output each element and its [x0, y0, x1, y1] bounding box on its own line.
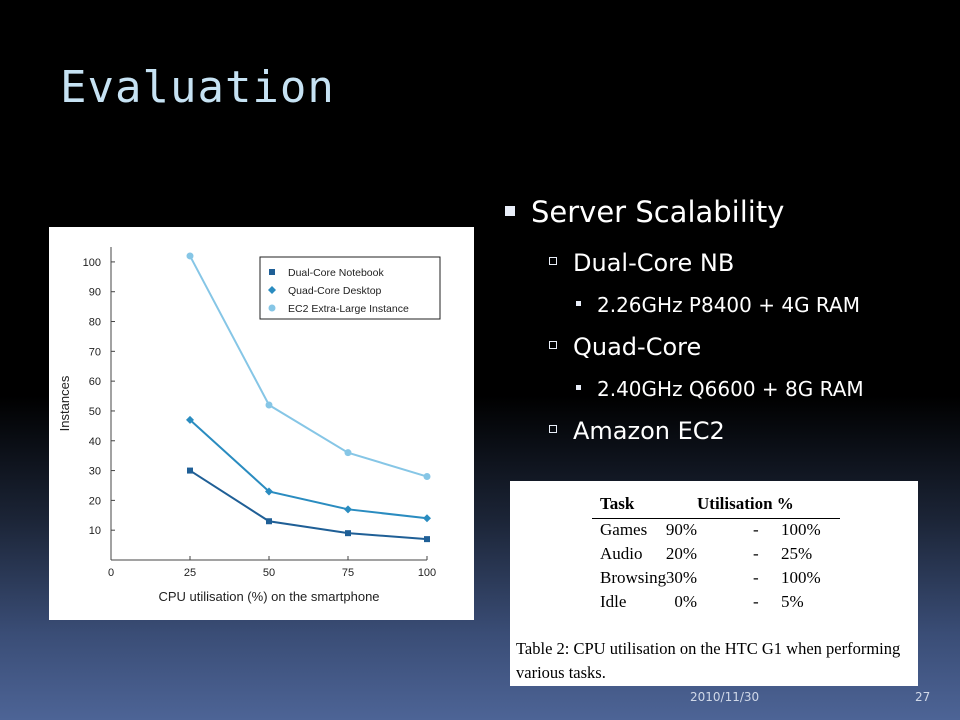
table-cell-low: 20%: [665, 544, 697, 563]
y-tick-label: 100: [83, 257, 101, 269]
utilisation-table-figure: Task Utilisation % Games 90% - 100% Audi…: [510, 481, 918, 686]
table-header-task: Task: [600, 494, 635, 513]
bullet-square-marker: [505, 206, 515, 216]
table-cell-task: Audio: [600, 544, 643, 563]
bullet-l3-1-text: 2.26GHz P8400 + 4G RAM: [597, 293, 860, 317]
x-tick-label: 0: [108, 567, 114, 579]
table-header-utilisation: Utilisation %: [697, 494, 794, 513]
x-tick-label: 100: [418, 567, 436, 579]
data-point-series-3: [265, 401, 273, 409]
legend-label-2: Quad-Core Desktop: [288, 285, 382, 297]
data-point-series-3: [423, 473, 431, 481]
y-axis-label: Instances: [57, 375, 72, 431]
legend-label-3: EC2 Extra-Large Instance: [288, 303, 409, 315]
bullet-hollow-square-marker: [549, 425, 557, 433]
table-caption: Table 2: CPU utilisation on the HTC G1 w…: [516, 639, 901, 682]
footer-date: 2010/11/30: [690, 690, 760, 704]
y-tick-label: 20: [89, 495, 101, 507]
bullet-l1-text: Server Scalability: [531, 195, 785, 229]
table-cell-high: 5%: [781, 592, 804, 611]
table-cell-low: 30%: [665, 568, 697, 587]
y-tick-label: 40: [89, 436, 101, 448]
table-cell-low: 90%: [665, 520, 697, 539]
data-point-series-2: [186, 415, 194, 424]
bullet-quad-core: Quad-Core: [549, 333, 701, 361]
bullet-hollow-square-marker: [549, 341, 557, 349]
series-line-2: [189, 419, 428, 520]
bullet-l2-3-text: Amazon EC2: [573, 417, 725, 445]
bullet-quad-core-spec: 2.40GHz Q6600 + 8G RAM: [576, 377, 864, 401]
table-cell-dash: -: [753, 568, 759, 587]
legend-label-1: Dual-Core Notebook: [288, 267, 384, 279]
table-cell-dash: -: [753, 520, 759, 539]
bullet-l2-1-text: Dual-Core NB: [573, 249, 735, 277]
y-tick-label: 50: [89, 406, 101, 418]
bullet-hollow-square-marker: [549, 257, 557, 265]
bullet-l3-2-text: 2.40GHz Q6600 + 8G RAM: [597, 377, 864, 401]
bullet-dual-core-spec: 2.26GHz P8400 + 4G RAM: [576, 293, 860, 317]
data-point-series-3: [344, 449, 352, 457]
data-point-series-2: [423, 514, 431, 523]
y-tick-label: 10: [89, 525, 101, 537]
table-cell-dash: -: [753, 592, 759, 611]
table-cell-low: 0%: [674, 592, 697, 611]
series-line-1: [189, 469, 428, 541]
data-point-series-1: [424, 536, 430, 543]
y-tick-label: 60: [89, 376, 101, 388]
page-number: 27: [915, 690, 931, 704]
bullet-server-scalability: Server Scalability: [505, 195, 784, 229]
chart-panel: 10 20 30 40 50 60 70 80 90 100 0 25 50 75 100 CPU utili…: [49, 227, 474, 620]
y-tick-label: 30: [89, 466, 101, 478]
data-point-series-1: [266, 518, 272, 525]
legend-box: [259, 256, 441, 320]
line-chart: 10 20 30 40 50 60 70 80 90 100 0 25 50 75 100 CPU utili…: [57, 247, 441, 604]
bullet-dual-core: Dual-Core NB: [549, 249, 734, 277]
legend-marker-3: [268, 304, 276, 312]
legend-marker-2: [268, 286, 276, 294]
data-point-series-3: [186, 252, 194, 260]
x-tick-label: 50: [263, 567, 275, 579]
table-rule: [592, 518, 840, 519]
table-cell-dash: -: [753, 544, 759, 563]
bullet-amazon-ec2: Amazon EC2: [549, 417, 725, 445]
x-tick-label: 25: [184, 567, 196, 579]
series-line-3: [189, 255, 428, 478]
data-point-series-2: [265, 487, 273, 496]
y-tick-label: 90: [89, 287, 101, 299]
data-point-series-1: [187, 467, 193, 474]
legend-marker-1: [269, 269, 275, 275]
table-cell-high: 100%: [781, 520, 821, 539]
bullet-small-square-marker: [576, 301, 581, 306]
table-cell-task: Browsing: [600, 568, 667, 587]
data-point-series-2: [344, 505, 352, 514]
bullet-small-square-marker: [576, 385, 581, 390]
slide-title: Evaluation: [60, 62, 335, 113]
table-cell-task: Games: [600, 520, 648, 539]
y-tick-label: 70: [89, 346, 101, 358]
y-tick-label: 80: [89, 317, 101, 329]
data-point-series-1: [345, 530, 351, 537]
bullet-l2-2-text: Quad-Core: [573, 333, 702, 361]
table-cell-task: Idle: [600, 592, 627, 611]
table-cell-high: 25%: [781, 544, 813, 563]
x-tick-label: 75: [342, 567, 354, 579]
table-cell-high: 100%: [781, 568, 821, 587]
x-axis-label: CPU utilisation (%) on the smartphone: [158, 589, 379, 604]
